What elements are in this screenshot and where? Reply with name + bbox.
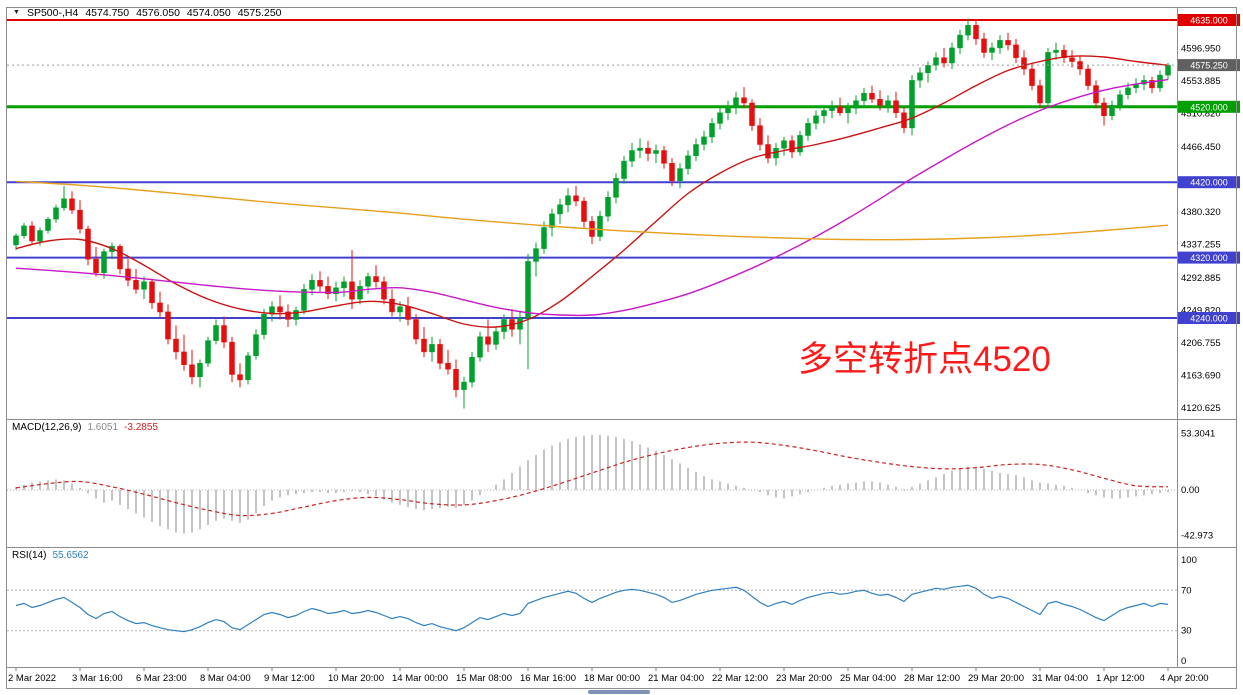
- macd-indicator-label: MACD(12,26,9) 1.6051 -3.2855: [12, 422, 164, 433]
- macd-signal-line: [15, 441, 1169, 517]
- dropdown-arrow-icon[interactable]: ▼: [13, 9, 20, 16]
- level-lines: [7, 19, 1177, 319]
- time-axis-label: 6 Mar 23:00: [136, 673, 187, 684]
- macd-scale-label: 0.00: [1181, 485, 1200, 496]
- price-tag-4635.000-text: 4635.000: [1190, 16, 1228, 26]
- time-axis-label: 22 Mar 12:00: [712, 673, 768, 684]
- price-tag-4320.000-text: 4320.000: [1190, 253, 1228, 263]
- macd-scale-label: 53.3041: [1181, 428, 1215, 439]
- h-scrollbar-thumb[interactable]: [588, 690, 650, 694]
- macd-signal-value: -3.2855: [124, 422, 158, 433]
- macd-label: MACD(12,26,9): [12, 422, 82, 433]
- rsi-scale-label: 0: [1181, 656, 1186, 667]
- time-axis-label: 8 Mar 04:00: [200, 673, 251, 684]
- ma-slow-orange: [15, 180, 1169, 241]
- ohlc-high: 4576.050: [136, 7, 180, 19]
- price-tag-4635.000[interactable]: [1178, 14, 1240, 26]
- price-tag-4420.000[interactable]: [1178, 176, 1240, 189]
- rsi-scale-label: 30: [1181, 626, 1192, 637]
- ma-fast-red: [15, 55, 1169, 328]
- price-tag-4520.000-text: 4520.000: [1190, 102, 1228, 112]
- macd-main-value: 1.6051: [87, 422, 119, 433]
- price-tag-4520.000[interactable]: [1178, 100, 1240, 113]
- time-axis-label: 16 Mar 16:00: [520, 673, 576, 684]
- rsi-scale-label: 100: [1181, 555, 1197, 566]
- ma-medium-magenta: [15, 78, 1169, 317]
- rsi-scale-label: 70: [1181, 585, 1192, 596]
- time-axis-label: 2 Mar 2022: [8, 673, 56, 684]
- time-axis-label: 14 Mar 00:00: [392, 673, 448, 684]
- time-axis-label: 29 Mar 20:00: [968, 673, 1024, 684]
- current-price-tag-text: 4575.250: [1190, 61, 1228, 71]
- rsi-line: [15, 584, 1169, 633]
- time-axis-label: 21 Mar 04:00: [648, 673, 704, 684]
- price-axis-label: 4249.820: [1181, 306, 1221, 317]
- time-axis-label: 18 Mar 00:00: [584, 673, 640, 684]
- symbol-info-bar: ▼ SP500-,H4 4574.750 4576.050 4574.050 4575.2…: [13, 7, 289, 19]
- ohlc-close: 4575.250: [237, 7, 282, 19]
- time-axis-label: 3 Mar 16:00: [72, 673, 123, 684]
- price-axis-label: 4466.450: [1181, 142, 1221, 153]
- price-tag-4240.000-text: 4240.000: [1190, 314, 1228, 324]
- rsi-label: RSI(14): [12, 550, 47, 561]
- price-axis-label: 4510.820: [1181, 109, 1221, 120]
- time-axis-label: 25 Mar 04:00: [840, 673, 896, 684]
- ohlc-open: 4574.750: [85, 7, 130, 19]
- macd-scale-label: -42.973: [1181, 531, 1213, 542]
- time-axis-label: 28 Mar 12:00: [904, 673, 960, 684]
- price-axis-label: 4337.255: [1181, 240, 1221, 251]
- macd-histogram: [15, 434, 1169, 534]
- price-axis-label: 4553.885: [1181, 76, 1221, 87]
- time-axis-label: 10 Mar 20:00: [328, 673, 384, 684]
- time-axis-label: 15 Mar 08:00: [456, 673, 512, 684]
- price-tag-4320.000[interactable]: [1178, 251, 1240, 264]
- time-axis-label: 4 Apr 20:00: [1160, 673, 1209, 684]
- window-border: [6, 7, 1237, 689]
- price-axis-label: 4380.320: [1181, 207, 1221, 218]
- price-axis-label: 4596.950: [1181, 44, 1221, 55]
- price-axis-label: 4163.690: [1181, 371, 1221, 382]
- price-axis-label: 4120.625: [1181, 403, 1221, 414]
- rsi-indicator-label: RSI(14) 55.6562: [12, 550, 95, 561]
- price-axis-label: 4292.885: [1181, 273, 1221, 284]
- time-axis-label: 31 Mar 04:00: [1032, 673, 1088, 684]
- time-axis-label: 1 Apr 12:00: [1096, 673, 1145, 684]
- current-price-tag[interactable]: [1178, 59, 1240, 72]
- ohlc-low: 4574.050: [186, 7, 231, 19]
- rsi-value: 55.6562: [52, 550, 89, 561]
- chart-annotation[interactable]: 多空转折点4520: [798, 340, 1051, 379]
- price-tag-4420.000-text: 4420.000: [1190, 178, 1228, 188]
- symbol-period-label: SP500-,H4: [26, 7, 79, 19]
- price-axis-label: 4206.755: [1181, 338, 1221, 349]
- time-axis-label: 9 Mar 12:00: [264, 673, 315, 684]
- time-axis-label: 23 Mar 20:00: [776, 673, 832, 684]
- price-tag-4240.000[interactable]: [1178, 312, 1240, 324]
